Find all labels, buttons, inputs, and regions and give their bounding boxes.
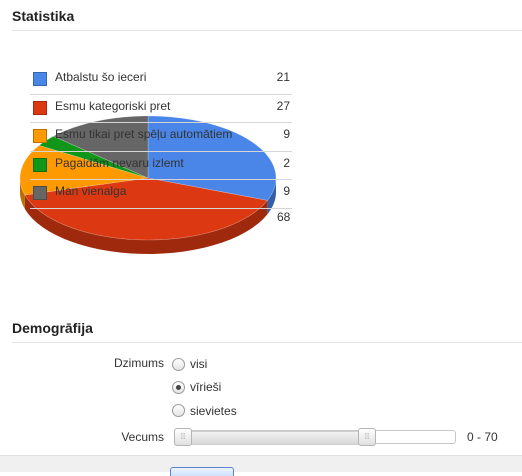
submit-button[interactable] [170, 467, 234, 476]
pie-slice-side [20, 178, 25, 209]
pie-slice [24, 177, 268, 241]
age-slider-max-handle[interactable]: ⁞⁞ [358, 428, 376, 446]
legend-swatch [33, 129, 47, 144]
legend-swatch [33, 72, 47, 86]
legend-label: Atbalstu šo ieceri [55, 70, 147, 84]
gender-option-label: vīrieši [190, 380, 222, 394]
gender-radio-all[interactable] [172, 358, 185, 371]
pie-slice-side [24, 194, 268, 254]
legend-value: 27 [276, 98, 290, 113]
legend-value: 21 [276, 70, 290, 84]
gender-label: Dzimums [114, 356, 164, 370]
legend-swatch [33, 100, 47, 115]
demography-divider [12, 342, 522, 343]
legend-item: Pagaidām nevaru izlemt 2 [30, 152, 292, 181]
gender-radio-women[interactable] [172, 404, 185, 417]
pie-slice [52, 115, 149, 179]
legend-total: 68 [277, 210, 291, 224]
gender-radio-men[interactable] [172, 381, 185, 394]
legend-swatch [33, 157, 47, 172]
legend-swatch [33, 186, 47, 201]
legend-item: Man vienalga 9 [30, 180, 292, 209]
legend-item: Esmu tikai pret spēļu automātiem 9 [30, 123, 292, 152]
legend-value: 9 [283, 184, 290, 199]
gender-option-label: visi [190, 357, 208, 371]
pie-slice [147, 115, 277, 201]
legend-label: Esmu kategoriski pret [55, 98, 171, 113]
age-range-value: 0 - 70 [467, 430, 498, 444]
legend-item: Atbalstu šo ieceri 21 [30, 66, 292, 95]
gender-option-label: sievietes [190, 404, 237, 418]
legend-value: 2 [283, 155, 290, 170]
legend-label: Pagaidām nevaru izlemt [55, 155, 184, 170]
pie-slice-side [267, 178, 276, 215]
legend-item: Esmu kategoriski pret 27 [30, 95, 292, 124]
pie-slice [19, 145, 149, 196]
statistics-divider [12, 30, 522, 31]
chart-legend: Atbalstu šo ieceri 21 Esmu kategoriski p… [30, 66, 292, 209]
footer-bar [0, 455, 522, 472]
legend-label: Esmu tikai pret spēļu automātiem [55, 127, 233, 142]
legend-value: 9 [283, 127, 290, 142]
age-slider-range [184, 431, 368, 445]
statistics-title: Statistika [12, 8, 75, 24]
pie-chart [19, 115, 277, 254]
demography-title: Demogrāfija [12, 320, 93, 336]
age-label: Vecums [121, 430, 164, 444]
legend-label: Man vienalga [55, 184, 127, 199]
age-slider-min-handle[interactable]: ⁞⁞ [174, 428, 192, 446]
